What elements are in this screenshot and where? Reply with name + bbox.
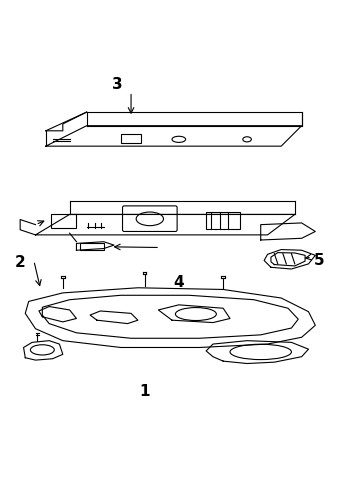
Text: 5: 5 bbox=[313, 253, 324, 268]
Text: 4: 4 bbox=[173, 275, 184, 290]
Text: 1: 1 bbox=[139, 384, 150, 399]
Text: 2: 2 bbox=[15, 255, 25, 270]
Text: 3: 3 bbox=[112, 77, 123, 92]
